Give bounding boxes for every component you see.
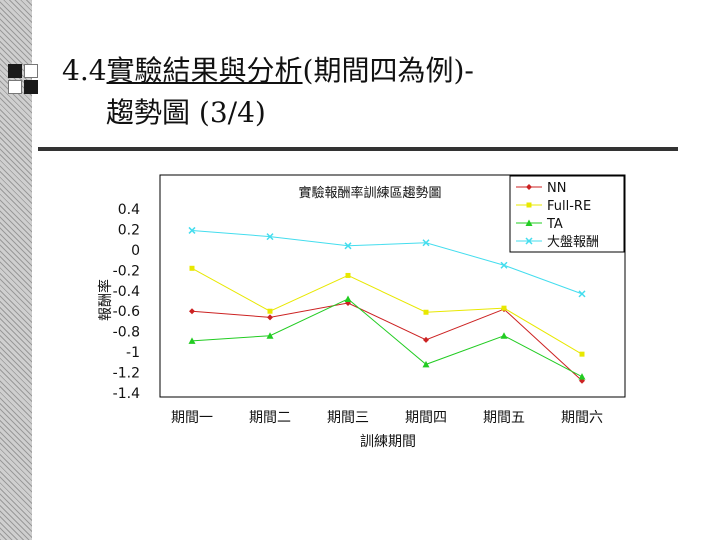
- y-tick-label: 0.4: [118, 202, 140, 218]
- data-point: [500, 332, 508, 339]
- data-point: [579, 351, 585, 357]
- x-tick-labels: 期間一 期間二 期間三 期間四 期間五 期間六: [171, 410, 603, 426]
- legend-entry: Full-RE: [516, 199, 591, 214]
- y-tick-label: -0.6: [113, 304, 140, 320]
- series-line: [191, 298, 583, 378]
- data-point: [344, 242, 352, 250]
- series-line: [191, 229, 583, 295]
- legend: NN Full-RE TA 大盤報酬: [509, 175, 625, 253]
- data-point: [188, 337, 196, 344]
- legend-label: 大盤報酬: [547, 235, 599, 250]
- y-tick-labels: 0.4 0.2 0 -0.2 -0.4 -0.6 -0.8 -1 -1.2 -1.4: [113, 202, 140, 402]
- y-tick-label: -1.4: [113, 386, 140, 402]
- legend-marker: [526, 202, 532, 208]
- data-point: [578, 290, 586, 298]
- data-point: [267, 308, 273, 314]
- series-line: [191, 267, 583, 355]
- chart-title: 實驗報酬率訓練區趨勢圖: [298, 185, 441, 201]
- data-point: [578, 373, 586, 380]
- legend-marker: [526, 184, 532, 190]
- y-tick-label: -1.2: [113, 366, 140, 382]
- title-prefix: 4.4: [62, 54, 107, 87]
- legend-label: Full-RE: [547, 199, 591, 214]
- series-line: [191, 302, 583, 382]
- x-tick-label: 期間五: [483, 410, 525, 426]
- y-tick-label: -0.4: [113, 284, 140, 300]
- y-tick-label: -1: [126, 345, 140, 361]
- data-point: [267, 314, 273, 321]
- data-point: [189, 265, 195, 271]
- data-point: [188, 226, 196, 234]
- data-point: [423, 336, 429, 343]
- y-tick-label: -0.8: [113, 325, 140, 341]
- title-divider: [38, 147, 678, 151]
- title-line2: 趨勢圖 (3/4): [106, 96, 266, 129]
- legend-marker: [525, 219, 533, 226]
- y-tick-label: 0.2: [118, 222, 140, 238]
- legend-label: NN: [547, 181, 566, 196]
- data-point: [266, 332, 274, 339]
- x-tick-label: 期間二: [249, 410, 291, 426]
- y-tick-label: 0: [131, 243, 140, 259]
- title-bullet-icon: [8, 64, 42, 98]
- data-point: [422, 360, 430, 368]
- legend-entry: 大盤報酬: [516, 235, 599, 250]
- y-tick-label: -0.2: [113, 263, 140, 279]
- data-point: [344, 295, 352, 302]
- slide-title: 4.4實驗結果與分析(期間四為例)- 趨勢圖 (3/4): [62, 50, 682, 134]
- plot-area-frame: [159, 174, 626, 398]
- data-point: [500, 261, 508, 269]
- data-point: [501, 305, 507, 311]
- x-tick-label: 期間四: [405, 410, 447, 426]
- x-tick-label: 期間一: [171, 410, 213, 426]
- series-2: [189, 265, 585, 357]
- series-layer: [188, 226, 586, 384]
- x-axis-label: 訓練期間: [360, 434, 416, 450]
- data-point: [422, 239, 430, 247]
- data-point: [345, 272, 351, 278]
- data-point: [266, 233, 274, 241]
- x-tick-label: 期間三: [327, 410, 369, 426]
- title-suffix: (期間四為例)-: [302, 54, 474, 87]
- legend-label: TA: [546, 217, 563, 232]
- legend-marker: [525, 237, 533, 245]
- legend-entry: TA: [516, 217, 563, 232]
- legend-entry: NN: [516, 181, 566, 196]
- series-4: [188, 226, 586, 298]
- y-axis-label: 報酬率: [97, 279, 114, 321]
- series-3: [188, 295, 586, 380]
- data-point: [189, 308, 195, 315]
- data-point: [423, 309, 429, 315]
- title-underlined: 實驗結果與分析: [106, 54, 303, 87]
- x-tick-label: 期間六: [561, 410, 603, 426]
- series-1: [189, 300, 585, 384]
